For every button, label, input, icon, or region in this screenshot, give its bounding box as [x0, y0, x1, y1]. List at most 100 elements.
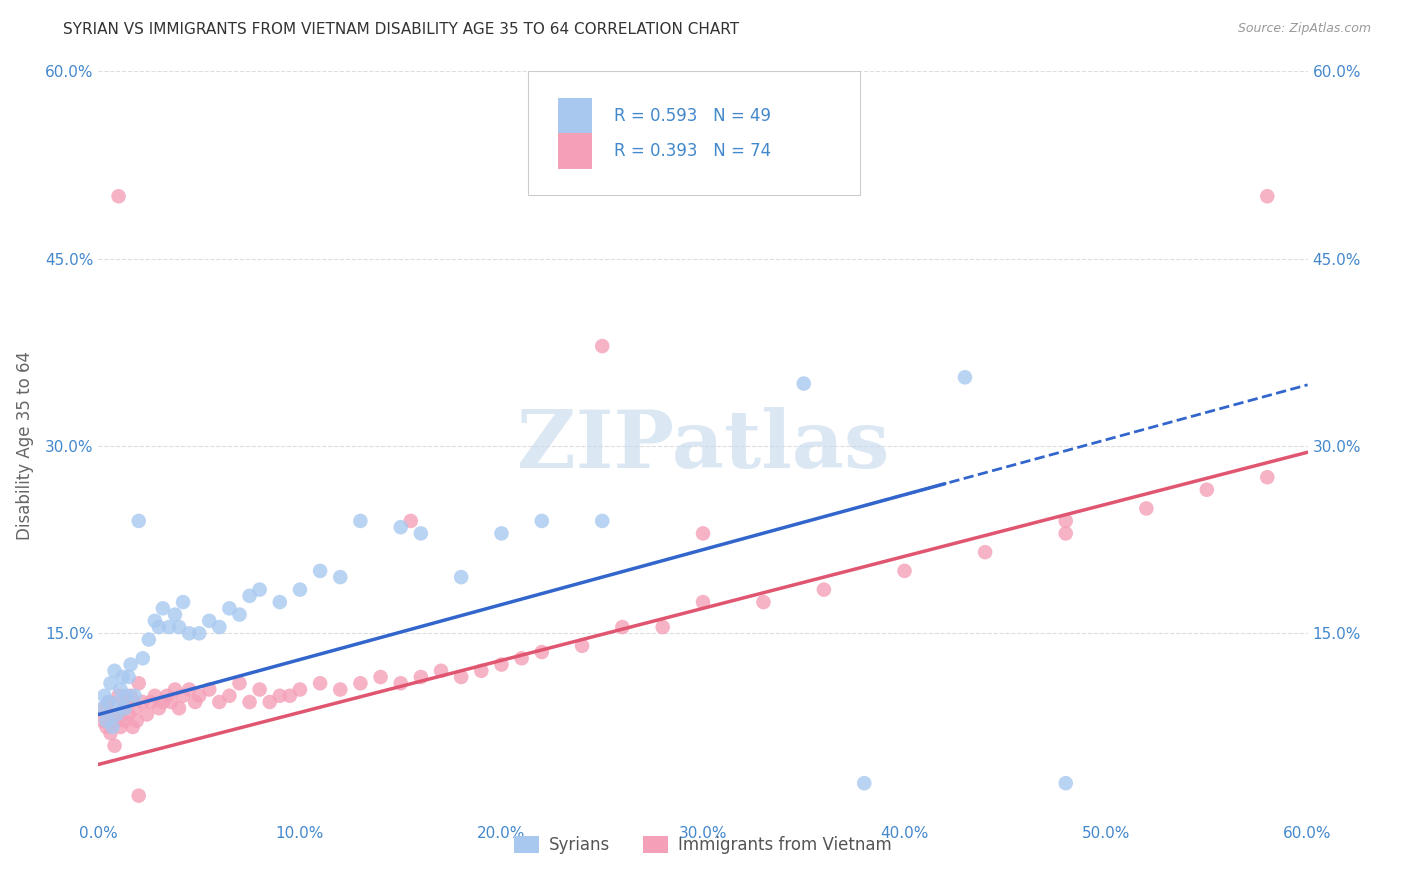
Point: [157, 620, 180, 634]
Point: [228, 607, 250, 622]
Point: [188, 626, 211, 640]
Point: [893, 564, 915, 578]
Point: [1054, 514, 1077, 528]
Text: SYRIAN VS IMMIGRANTS FROM VIETNAM DISABILITY AGE 35 TO 64 CORRELATION CHART: SYRIAN VS IMMIGRANTS FROM VIETNAM DISABI…: [63, 22, 740, 37]
Point: [1256, 470, 1278, 484]
Point: [389, 520, 412, 534]
Point: [114, 714, 136, 728]
Point: [152, 695, 174, 709]
Point: [111, 670, 134, 684]
Legend: Syrians, Immigrants from Vietnam: Syrians, Immigrants from Vietnam: [508, 830, 898, 861]
Point: [107, 695, 129, 709]
Point: [167, 701, 190, 715]
Point: [114, 701, 136, 715]
Point: [1195, 483, 1218, 497]
Point: [138, 632, 160, 647]
Point: [96, 714, 118, 728]
Point: [813, 582, 835, 597]
Point: [349, 514, 371, 528]
Point: [249, 582, 271, 597]
Point: [124, 701, 146, 715]
Point: [249, 682, 271, 697]
Point: [450, 570, 472, 584]
Point: [370, 670, 392, 684]
Point: [107, 689, 129, 703]
Point: [118, 707, 141, 722]
Point: [128, 789, 150, 803]
Point: [218, 689, 240, 703]
Point: [120, 689, 142, 703]
Point: [110, 720, 132, 734]
Point: [259, 695, 281, 709]
Point: [309, 564, 332, 578]
Text: R = 0.393   N = 74: R = 0.393 N = 74: [613, 142, 770, 160]
Point: [510, 651, 533, 665]
Point: [91, 714, 114, 728]
Point: [288, 582, 311, 597]
Point: [93, 689, 115, 703]
Point: [148, 620, 170, 634]
Point: [752, 595, 775, 609]
Point: [1135, 501, 1157, 516]
Point: [278, 689, 301, 703]
Point: [128, 514, 150, 528]
Point: [491, 657, 513, 672]
Point: [163, 607, 186, 622]
Point: [571, 639, 593, 653]
Point: [115, 689, 138, 703]
Point: [143, 614, 166, 628]
Point: [179, 682, 201, 697]
Point: [409, 670, 432, 684]
Point: [105, 714, 128, 728]
Point: [139, 695, 162, 709]
Point: [491, 526, 513, 541]
Point: [591, 514, 613, 528]
Point: [101, 707, 124, 722]
Point: [239, 695, 262, 709]
Point: [125, 714, 148, 728]
Point: [132, 651, 155, 665]
Point: [208, 695, 231, 709]
Point: [349, 676, 371, 690]
Point: [184, 695, 207, 709]
Point: [118, 670, 141, 684]
FancyBboxPatch shape: [527, 71, 860, 195]
Point: [163, 682, 186, 697]
FancyBboxPatch shape: [558, 97, 592, 134]
Point: [218, 601, 240, 615]
Point: [430, 664, 453, 678]
Point: [121, 720, 143, 734]
Text: ZIPatlas: ZIPatlas: [517, 407, 889, 485]
Point: [96, 720, 118, 734]
Point: [100, 726, 122, 740]
Point: [329, 682, 352, 697]
Text: Source: ZipAtlas.com: Source: ZipAtlas.com: [1237, 22, 1371, 36]
Point: [179, 626, 201, 640]
Point: [156, 689, 179, 703]
Point: [152, 601, 174, 615]
Point: [100, 676, 122, 690]
Point: [389, 676, 412, 690]
Point: [450, 670, 472, 684]
Point: [91, 701, 114, 715]
Point: [120, 657, 142, 672]
Point: [974, 545, 997, 559]
Point: [198, 682, 221, 697]
Point: [692, 595, 714, 609]
Point: [1054, 776, 1077, 790]
Point: [132, 695, 155, 709]
Point: [530, 514, 553, 528]
Point: [124, 689, 146, 703]
Point: [409, 526, 432, 541]
Point: [198, 614, 221, 628]
Point: [953, 370, 976, 384]
Point: [399, 514, 422, 528]
Point: [612, 620, 634, 634]
Text: R = 0.593   N = 49: R = 0.593 N = 49: [613, 106, 770, 125]
Point: [188, 689, 211, 703]
Point: [97, 695, 120, 709]
Point: [167, 620, 190, 634]
Point: [172, 689, 194, 703]
Point: [148, 701, 170, 715]
FancyBboxPatch shape: [558, 133, 592, 169]
